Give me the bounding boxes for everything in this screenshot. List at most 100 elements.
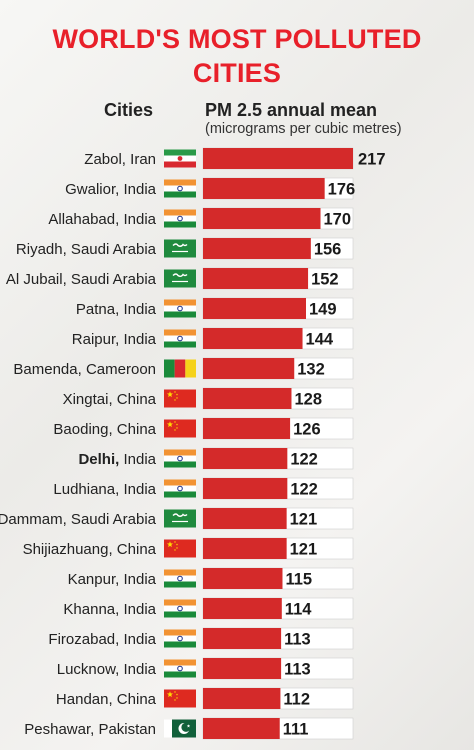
bar [203, 598, 282, 619]
value-label: 121 [290, 511, 318, 529]
bar-row: Ludhiana, India 122 [53, 477, 354, 500]
bar [203, 658, 282, 679]
country-name: India [119, 211, 156, 228]
country-name: Saudi Arabia [67, 241, 157, 258]
country-name: India [119, 181, 156, 198]
city-label: Raipur, India [72, 331, 157, 348]
country-name: China [113, 691, 157, 708]
country-name: Saudi Arabia [67, 271, 157, 288]
bar [203, 268, 309, 289]
value-label: 113 [284, 631, 311, 649]
city-label: Firozabad, India [48, 631, 156, 648]
city-name: Bamenda, [13, 361, 81, 378]
city-name: Baoding, [53, 421, 112, 438]
city-name: Al Jubail, [6, 271, 67, 288]
india-flag-icon [164, 179, 196, 198]
india-flag-icon [164, 569, 196, 588]
value-label: 152 [311, 271, 339, 289]
city-name: Dammam, [0, 511, 67, 528]
india-flag-icon [164, 599, 196, 618]
city-name: Raipur, [72, 331, 120, 348]
unit-subheader: (micrograms per cubic metres) [205, 121, 402, 137]
city-label: Patna, India [76, 301, 157, 318]
city-label: Peshawar, Pakistan [24, 721, 156, 738]
value-label: 122 [290, 481, 318, 499]
china-flag-icon [164, 419, 196, 438]
city-label: Khanna, India [63, 601, 156, 618]
bar-row: Lucknow, India 113 [57, 657, 354, 680]
bar [203, 538, 287, 559]
value-label: 132 [297, 361, 325, 379]
country-name: India [119, 301, 156, 318]
value-label: 115 [285, 571, 312, 589]
saudi-flag-icon [164, 239, 196, 258]
bar [203, 178, 325, 199]
bar-row: Zabol, Iran 217 [84, 147, 386, 170]
bar-row: Handan, China 112 [56, 687, 354, 710]
city-name: Allahabad, [48, 211, 119, 228]
bar-row: Raipur, India 144 [72, 327, 354, 350]
city-name: Lucknow, [57, 661, 120, 678]
value-label: 111 [283, 721, 309, 739]
city-label: Handan, China [56, 691, 157, 708]
bar [203, 238, 311, 259]
city-name: Gwalior, [65, 181, 119, 198]
bar [203, 358, 295, 379]
bar [203, 298, 306, 319]
value-label: 122 [290, 451, 318, 469]
value-label: 128 [294, 391, 322, 409]
country-name: India [119, 661, 156, 678]
city-label: Shijiazhuang, China [23, 541, 157, 558]
bar [203, 418, 291, 439]
value-label: 149 [309, 301, 337, 319]
country-name: Saudi Arabia [67, 511, 157, 528]
value-label: 113 [284, 661, 311, 679]
value-label: 156 [314, 241, 342, 259]
bar [203, 688, 281, 709]
city-name: Shijiazhuang, [23, 541, 113, 558]
value-label: 126 [293, 421, 321, 439]
country-name: India [119, 571, 156, 588]
country-name: India [119, 601, 156, 618]
bar-row: Patna, India 149 [76, 297, 354, 320]
city-label: Bamenda, Cameroon [13, 361, 156, 378]
city-name: Khanna, [63, 601, 119, 618]
city-label: Dammam, Saudi Arabia [0, 511, 157, 528]
country-name: China [113, 541, 157, 558]
pakistan-flag-icon [164, 719, 196, 738]
bar-row: Dammam, Saudi Arabia 121 [0, 507, 354, 530]
city-name: Zabol, [84, 151, 126, 168]
india-flag-icon [164, 209, 196, 228]
bar-row: Xingtai, China 128 [63, 387, 354, 410]
city-label: Gwalior, India [65, 181, 157, 198]
bar-row: Gwalior, India 176 [65, 177, 355, 200]
bar-row: Khanna, India 114 [63, 597, 354, 620]
bar-row: Peshawar, Pakistan 111 [24, 717, 354, 740]
city-label: Allahabad, India [48, 211, 156, 228]
bar [203, 568, 283, 589]
city-name: Kanpur, [68, 571, 120, 588]
city-name: Riyadh, [16, 241, 67, 258]
bar [203, 148, 353, 169]
value-label: 121 [290, 541, 318, 559]
india-flag-icon [164, 629, 196, 648]
bar-row: Allahabad, India 170 [48, 207, 354, 230]
city-label: Ludhiana, India [53, 481, 156, 498]
city-label: Riyadh, Saudi Arabia [16, 241, 157, 258]
india-flag-icon [164, 449, 196, 468]
value-label: 217 [358, 151, 386, 169]
country-name: India [119, 481, 156, 498]
city-label: Baoding, China [53, 421, 156, 438]
value-label: 114 [285, 601, 312, 619]
bar-row: Bamenda, Cameroon 132 [13, 357, 354, 380]
china-flag-icon [164, 539, 196, 558]
bar-row: Baoding, China 126 [53, 417, 354, 440]
city-name: Xingtai, [63, 391, 113, 408]
saudi-flag-icon [164, 269, 196, 288]
country-name: India [119, 331, 156, 348]
metric-column-header: PM 2.5 annual mean [205, 100, 378, 120]
city-name: Patna, [76, 301, 119, 318]
cameroon-flag-icon [164, 359, 196, 378]
bar [203, 328, 303, 349]
bar-row: Riyadh, Saudi Arabia 156 [16, 237, 354, 260]
